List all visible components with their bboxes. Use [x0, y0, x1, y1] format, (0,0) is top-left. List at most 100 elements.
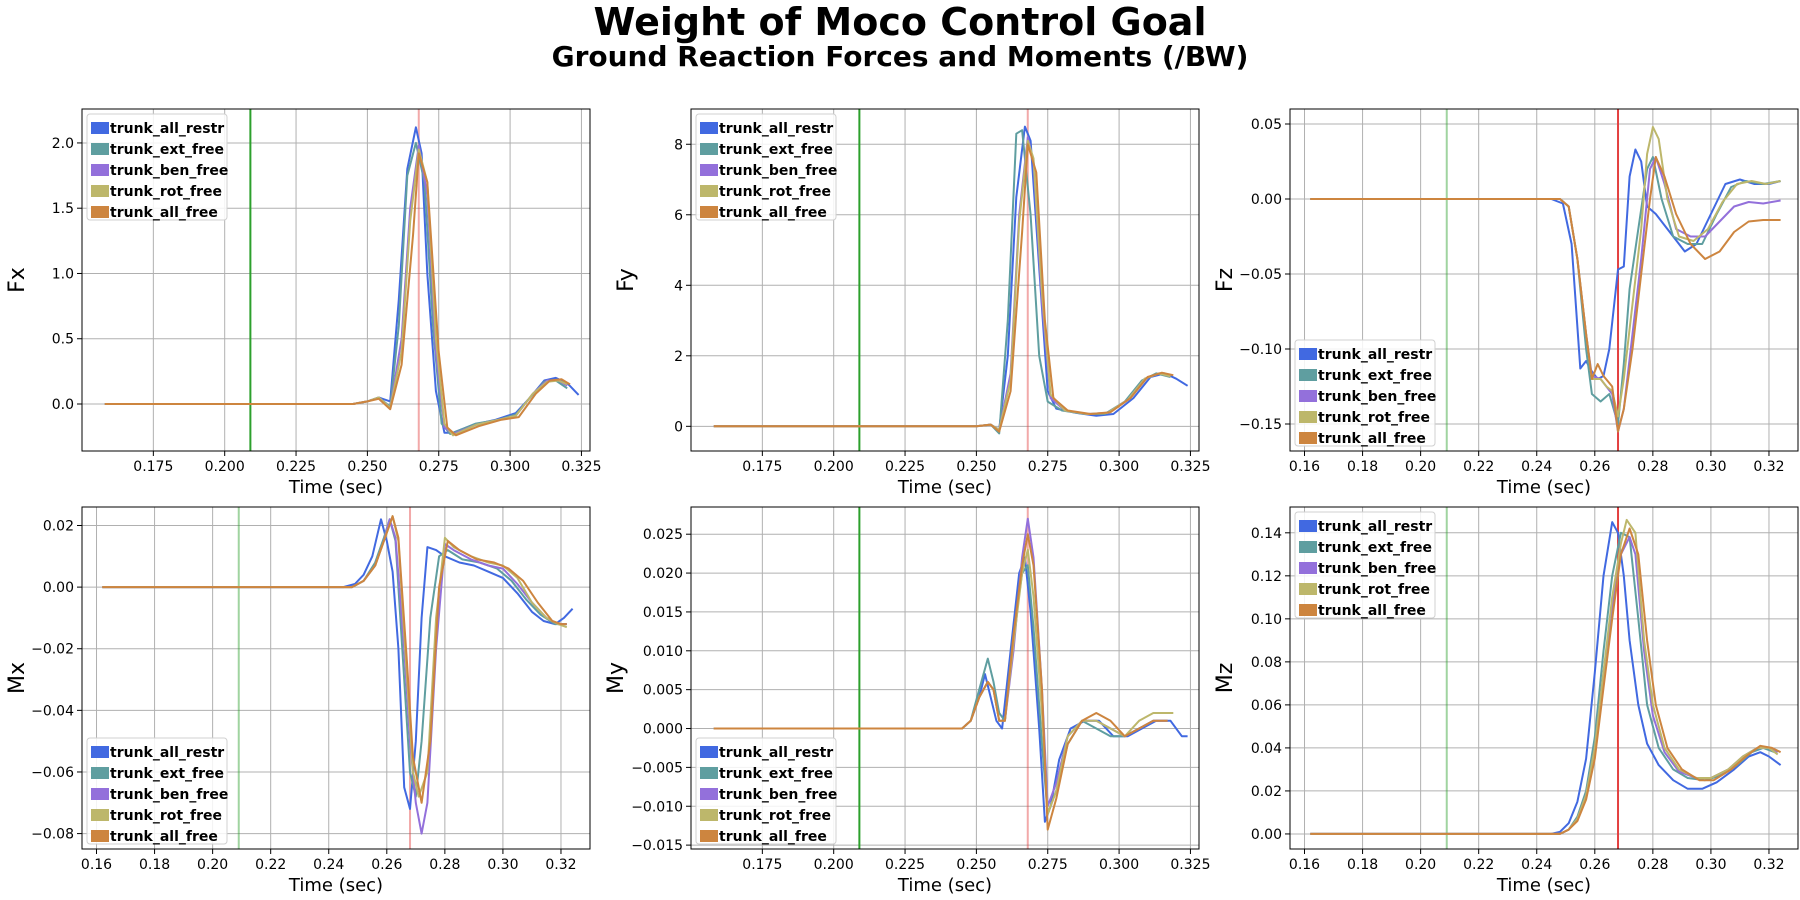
x-tick-label: 0.250 [956, 857, 996, 873]
legend-label: trunk_rot_free [110, 184, 222, 200]
legend-swatch [700, 122, 718, 134]
legend: trunk_all_restr trunk_ext_free trunk_ben_f… [695, 737, 837, 845]
y-axis-label: Fy [614, 268, 639, 292]
legend-label: trunk_ben_free [1318, 561, 1436, 577]
x-axis-label: Time (sec) [288, 477, 383, 498]
x-tick-label: 0.22 [1463, 857, 1494, 873]
x-tick-label: 0.20 [1405, 857, 1436, 873]
legend: trunk_all_restr trunk_ext_free trunk_ben_f… [86, 737, 228, 845]
y-tick-label: 0.015 [643, 605, 683, 621]
y-tick-label: 0.5 [52, 332, 74, 348]
legend-swatch [91, 185, 109, 197]
legend-swatch [91, 830, 109, 842]
legend-label: trunk_ben_free [110, 787, 228, 803]
series-line-trunk_all_free [104, 152, 571, 437]
legend-label: trunk_rot_free [1318, 410, 1430, 426]
axes-frame [690, 506, 1200, 850]
y-tick-label: 0.020 [643, 566, 683, 582]
series-line-trunk_all_free [102, 515, 567, 804]
legend-swatch [91, 788, 109, 800]
x-tick-label: 0.30 [487, 857, 518, 873]
x-axis-label: Time (sec) [897, 477, 992, 498]
x-tick-label: 0.26 [1579, 857, 1610, 873]
series-line-trunk_rot_free [1310, 518, 1779, 835]
y-tick-label: 6 [674, 208, 683, 224]
legend-swatch [700, 206, 718, 218]
legend-swatch [91, 746, 109, 758]
y-tick-label: 0.00 [43, 580, 74, 596]
axes-frame [81, 506, 591, 850]
series-line-trunk_ext_free [102, 518, 567, 798]
y-tick-label: 0.02 [1251, 784, 1282, 800]
figure-title: Weight of Moco Control Goal [593, 0, 1207, 44]
y-tick-label: 0.010 [643, 644, 683, 660]
legend-box [86, 113, 228, 221]
axes-frame [690, 108, 1200, 452]
legend-label: trunk_all_free [1318, 431, 1426, 447]
legend-label: trunk_ext_free [1318, 540, 1432, 556]
legend-label: trunk_all_restr [1318, 519, 1432, 535]
x-tick-label: 0.225 [885, 857, 925, 873]
x-tick-label: 0.18 [139, 857, 170, 873]
legend-swatch [700, 185, 718, 197]
y-tick-label: 0.12 [1251, 569, 1282, 585]
axes-frame [1289, 108, 1799, 452]
series-line-trunk_all_restr [1310, 148, 1781, 380]
legend-swatch [91, 122, 109, 134]
legend-swatch [700, 830, 718, 842]
y-tick-label: 8 [674, 137, 683, 153]
series-line-trunk_all_restr [102, 518, 574, 810]
y-tick-label: 0.02 [43, 518, 74, 534]
legend-swatch [91, 143, 109, 155]
x-tick-label: 0.300 [1099, 459, 1139, 475]
x-tick-label: 0.16 [1289, 857, 1320, 873]
chart-fz: 0.16 0.18 0.20 0.22 0.24 0.26 0.28 0.30 0.32 0.05… [1213, 108, 1799, 498]
y-axis-label: Fz [1213, 268, 1238, 292]
legend-box [695, 113, 837, 221]
y-tick-label: −0.02 [31, 642, 74, 658]
chart-my: 0.175 0.200 0.225 0.250 0.275 0.300 0.325 0.025… [604, 506, 1210, 896]
series-line-trunk_all_free [1310, 527, 1782, 835]
series-line-trunk_ext_free [713, 564, 1168, 815]
x-tick-label: 0.32 [1753, 857, 1784, 873]
x-tick-label: 0.32 [545, 857, 576, 873]
x-tick-label: 0.26 [371, 857, 402, 873]
x-tick-label: 0.225 [276, 459, 316, 475]
x-tick-label: 0.200 [205, 459, 245, 475]
series-line-trunk_all_free [713, 533, 1168, 831]
x-tick-label: 0.18 [1347, 857, 1378, 873]
legend: trunk_all_restr trunk_ext_free trunk_ben_f… [1294, 339, 1436, 447]
x-tick-label: 0.250 [347, 459, 387, 475]
legend-label: trunk_all_restr [719, 121, 833, 137]
legend-box [695, 737, 837, 845]
legend-swatch [1299, 369, 1317, 381]
y-tick-label: −0.04 [31, 703, 74, 719]
y-tick-label: 0.08 [1251, 655, 1282, 671]
x-axis-label: Time (sec) [1496, 875, 1591, 896]
x-tick-label: 0.30 [1695, 857, 1726, 873]
x-tick-label: 0.22 [255, 857, 286, 873]
legend-swatch [91, 206, 109, 218]
legend-swatch [91, 809, 109, 821]
x-tick-label: 0.300 [490, 459, 530, 475]
y-tick-label: 0.025 [643, 527, 683, 543]
x-tick-label: 0.175 [742, 459, 782, 475]
y-tick-label: 4 [674, 278, 683, 294]
legend-swatch [1299, 562, 1317, 574]
x-tick-label: 0.24 [1521, 459, 1552, 475]
x-tick-label: 0.200 [814, 857, 854, 873]
legend-swatch [91, 164, 109, 176]
legend-label: trunk_ext_free [719, 766, 833, 782]
legend-label: trunk_ext_free [1318, 368, 1432, 384]
legend-swatch [700, 143, 718, 155]
x-tick-label: 0.28 [1637, 459, 1668, 475]
legend-label: trunk_ext_free [110, 766, 224, 782]
y-tick-label: −0.15 [1239, 417, 1282, 433]
y-axis-label: Mx [5, 662, 30, 694]
x-axis-label: Time (sec) [288, 875, 383, 896]
y-tick-label: −0.06 [31, 765, 74, 781]
series-line-trunk_all_free [713, 143, 1174, 433]
legend-label: trunk_all_free [719, 205, 827, 221]
legend-swatch [700, 164, 718, 176]
